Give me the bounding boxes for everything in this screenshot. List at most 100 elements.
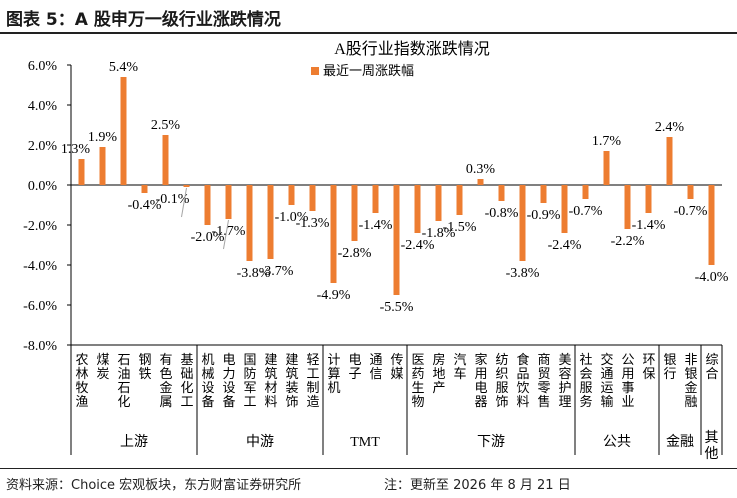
bar-轻工制造 (309, 185, 316, 211)
bar-环保 (645, 185, 652, 213)
chart-title: A股行业指数涨跌情况 (334, 40, 490, 58)
bar-交通运输 (603, 151, 610, 185)
bar-钢铁 (141, 185, 148, 193)
category-label: 计算机 (328, 352, 341, 395)
figure-title: 图表 5：A 股申万一级行业涨跌情况 (6, 10, 281, 30)
category-label: 煤炭 (97, 352, 110, 381)
category-label: 房地产 (433, 352, 446, 395)
data-label: -2.4% (548, 238, 582, 253)
data-label: -1.3% (296, 216, 330, 231)
source-note: 资料来源：Choice 宏观板块，东方财富证券研究所 (6, 478, 302, 493)
category-label: 非银金融 (685, 352, 698, 409)
data-label: -2.2% (611, 234, 645, 249)
data-label: -0.7% (569, 204, 603, 219)
category-label: 电力设备 (223, 352, 236, 409)
group-label: 中游 (246, 434, 274, 450)
data-label: 1.3% (61, 142, 91, 157)
category-label: 交通运输 (601, 352, 614, 409)
data-label: -4.9% (317, 288, 351, 303)
group-label: 金融 (666, 434, 694, 450)
data-label: -1.7% (212, 224, 246, 239)
category-label: 美容护理 (559, 352, 572, 409)
data-label: -1.0% (275, 210, 309, 225)
category-label: 纺织服饰 (496, 352, 509, 409)
category-label: 基础化工 (181, 352, 194, 409)
bar-国防军工 (246, 185, 253, 261)
bar-基础化工 (183, 185, 190, 187)
category-label: 钢铁 (139, 352, 152, 381)
category-label: 商贸零售 (538, 352, 551, 409)
bar-chart: A股行业指数涨跌情况 最近一周涨跌幅 6.0% 4.0% 2.0% 0.0% -2.0%… (23, 40, 729, 462)
bar-公用事业 (624, 185, 631, 229)
bar-电力设备 (225, 185, 232, 219)
bar-石油石化 (120, 77, 127, 185)
bar-食品饮料 (519, 185, 526, 261)
y-tick-label: -4.0% (23, 259, 57, 274)
data-label: 2.5% (151, 118, 181, 133)
data-label: -3.7% (260, 264, 294, 279)
update-note: 注：更新至 2026 年 8 月 21 日 (384, 478, 571, 493)
bar-房地产 (435, 185, 442, 221)
y-tick-label: 6.0% (28, 59, 58, 74)
report-header: 图表 5：A 股申万一级行业涨跌情况 (0, 0, 737, 34)
data-label: -1.8% (422, 226, 456, 241)
group-label: TMT (350, 435, 380, 450)
data-label: -0.8% (485, 206, 519, 221)
data-label: -4.0% (695, 270, 729, 285)
category-label: 轻工制造 (307, 352, 320, 409)
data-label: -3.8% (506, 266, 540, 281)
category-label: 传媒 (391, 352, 404, 381)
group-label: 下游 (477, 434, 505, 450)
data-label: 5.4% (109, 60, 139, 75)
group-label: 上游 (120, 434, 148, 450)
data-label: -2.4% (401, 238, 435, 253)
data-label: -1.5% (443, 220, 477, 235)
bar-有色金属 (162, 135, 169, 185)
category-label: 汽车 (454, 352, 467, 381)
data-label: -0.4% (128, 198, 162, 213)
category-label: 银行 (664, 352, 677, 381)
data-label: -0.7% (674, 204, 708, 219)
bar-计算机 (330, 185, 337, 283)
legend-label: 最近一周涨跌幅 (323, 63, 414, 78)
category-label: 农林牧渔 (76, 352, 89, 409)
data-label: -2.0% (191, 230, 225, 245)
bar-机械设备 (204, 185, 211, 225)
y-tick-label: 2.0% (28, 139, 58, 154)
bar-美容护理 (561, 185, 568, 233)
data-label: 2.4% (655, 120, 685, 135)
category-label: 环保 (643, 352, 656, 381)
bar-纺织服饰 (498, 185, 505, 201)
category-label: 有色金属 (160, 352, 173, 409)
bar-建筑装饰 (288, 185, 295, 205)
y-tick-label: 4.0% (28, 99, 58, 114)
y-tick-label: -6.0% (23, 299, 57, 314)
bar-家用电器 (477, 179, 484, 185)
footer-divider (0, 468, 737, 469)
label-leader-line (181, 187, 187, 218)
bar-医药生物 (414, 185, 421, 233)
category-label: 医药生物 (412, 352, 425, 409)
data-label: -0.1% (156, 192, 190, 207)
category-label: 国防军工 (244, 352, 257, 409)
bar-建筑材料 (267, 185, 274, 259)
y-tick-label: 0.0% (28, 179, 58, 194)
y-tick-label: -2.0% (23, 219, 57, 234)
category-label: 建筑材料 (265, 352, 278, 409)
category-label: 社会服务 (580, 352, 593, 409)
label-leader-line (223, 219, 229, 250)
data-label: -0.9% (527, 208, 561, 223)
category-label: 食品饮料 (517, 352, 530, 409)
bar-电子 (351, 185, 358, 241)
data-label: -2.8% (338, 246, 372, 261)
data-label: -1.4% (359, 218, 393, 233)
data-label: -1.4% (632, 218, 666, 233)
data-label: 0.3% (466, 162, 496, 177)
bar-综合 (708, 185, 715, 265)
bar-社会服务 (582, 185, 589, 199)
bar-煤炭 (99, 147, 106, 185)
category-label: 家用电器 (475, 352, 488, 409)
group-label: 公共 (603, 434, 631, 450)
data-label: -5.5% (380, 300, 414, 315)
bar-通信 (372, 185, 379, 213)
